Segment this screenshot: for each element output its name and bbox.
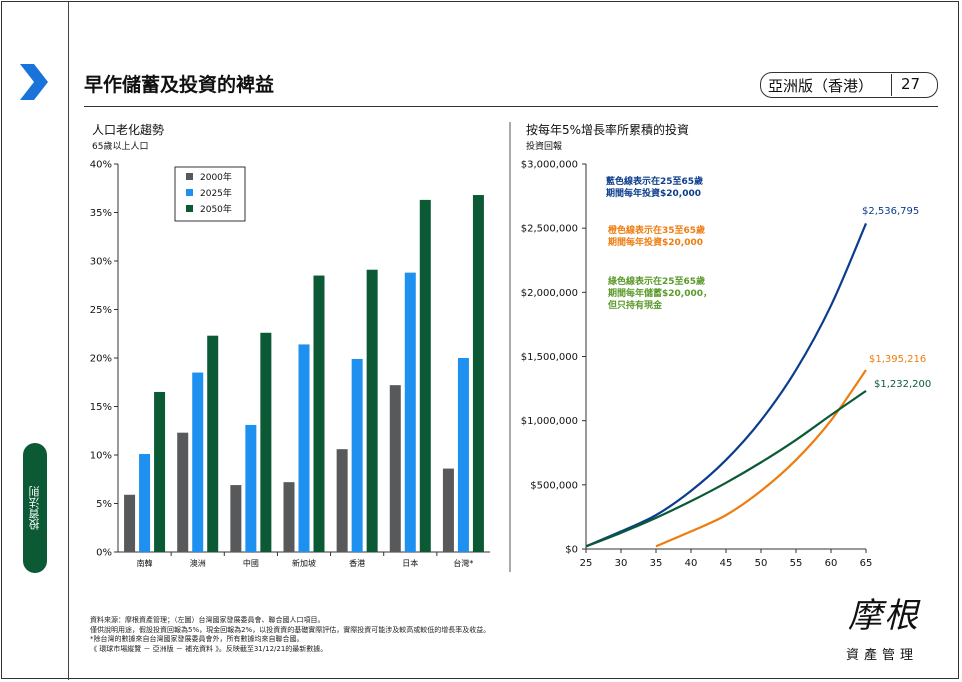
- title-divider: [84, 106, 938, 107]
- line-annotation: 綠色線表示在25至65歲: [608, 275, 705, 287]
- line-x-tick-label: 45: [720, 558, 733, 569]
- bar-y-tick-label: 35%: [90, 208, 112, 219]
- footnote-line: 《 環球市場縱覽 － 亞洲版 － 補充資料 》。反映截至31/12/21的最新數…: [90, 644, 328, 653]
- line-series: [655, 369, 867, 548]
- bar-x-tick-label: 中國: [243, 558, 259, 568]
- region-divider: [891, 74, 892, 96]
- bar: [177, 432, 189, 552]
- bar-y-tick-label: 10%: [90, 451, 112, 462]
- line-x-tick-label: 30: [615, 558, 628, 569]
- bar-y-tick-label: 15%: [90, 402, 112, 413]
- footnote-line: 資料來源：摩根資產管理；（左圖）台灣國家發展委員會、聯合國人口項目。: [90, 616, 325, 624]
- line-y-tick-label: $0: [565, 545, 578, 556]
- line-x-tick-label: 40: [685, 558, 698, 569]
- bar-legend-swatch: [186, 205, 193, 212]
- bar: [472, 195, 484, 553]
- bar-legend-label: 2025年: [200, 187, 232, 199]
- bar-x-tick-label: 南韓: [137, 558, 153, 568]
- bar-x-tick-label: 台灣*: [453, 558, 473, 568]
- line-annotation: 期間每年投資$20,000: [608, 236, 703, 248]
- bar: [419, 199, 431, 552]
- line-y-tick-label: $3,000,000: [521, 160, 578, 171]
- line-y-tick-label: $500,000: [530, 480, 578, 491]
- footnote-line: *除台灣的數據來自台灣國家發展委員會外，所有數據均來自聯合國。: [90, 635, 304, 643]
- line-chart-title: 按每年5%增長率所累積的投資: [526, 123, 690, 137]
- bar: [336, 449, 348, 552]
- bar-legend-swatch: [186, 173, 193, 180]
- bar: [389, 385, 401, 552]
- bar: [230, 485, 242, 552]
- side-tab[interactable]: 投資法則: [23, 443, 47, 573]
- bar-x-tick-label: 新加坡: [292, 558, 316, 568]
- line-annotation: 但只持有現金: [607, 299, 663, 311]
- line-x-tick-label: 25: [580, 558, 593, 569]
- bar: [404, 272, 416, 552]
- line-annotation: 期間每年投資$20,000: [606, 187, 701, 199]
- bar: [192, 372, 204, 552]
- bar-y-tick-label: 30%: [90, 257, 112, 268]
- company-logo-subtitle: 資產管理: [846, 648, 919, 663]
- line-y-tick-label: $2,500,000: [521, 224, 578, 235]
- bar: [457, 358, 469, 552]
- chevron-right-icon: [20, 64, 48, 100]
- bar-chart-subtitle: 65歲以上人口: [92, 142, 149, 152]
- sidebar-divider: [68, 2, 69, 680]
- line-series: [585, 223, 868, 548]
- bar-x-tick-label: 香港: [349, 558, 365, 568]
- line-x-tick-label: 55: [790, 558, 803, 569]
- line-series: [585, 389, 867, 548]
- region-label: 亞洲版（香港）: [768, 77, 874, 95]
- line-annotation: 橙色線表示在35至65歲: [608, 224, 705, 236]
- bar-legend-label: 2050年: [200, 203, 232, 215]
- bar-y-tick-label: 40%: [90, 160, 112, 171]
- bar-chart-title: 人口老化趨勢: [92, 123, 165, 137]
- line-y-tick-label: $1,000,000: [521, 416, 578, 427]
- line-end-label: $1,232,200: [874, 379, 931, 390]
- line-y-tick-label: $2,000,000: [521, 288, 578, 299]
- bar: [313, 275, 325, 552]
- line-x-tick-label: 50: [755, 558, 768, 569]
- bar-x-tick-label: 日本: [402, 558, 418, 568]
- line-chart-subtitle: 投資回報: [526, 142, 563, 152]
- bar-legend-swatch: [186, 189, 193, 196]
- company-logo: 摩根: [848, 596, 920, 636]
- bar: [366, 269, 378, 552]
- bar-y-tick-label: 0%: [96, 548, 112, 559]
- line-end-label: $1,395,216: [869, 354, 926, 365]
- bar: [139, 454, 151, 552]
- line-x-tick-label: 60: [825, 558, 838, 569]
- bar-legend-label: 2000年: [200, 171, 232, 183]
- bar-y-tick-label: 5%: [96, 499, 112, 510]
- line-x-tick-label: 65: [860, 558, 873, 569]
- line-x-tick-label: 35: [650, 558, 663, 569]
- bar-x-tick-label: 澳洲: [190, 558, 206, 568]
- bar: [245, 424, 257, 552]
- region-badge: [760, 72, 938, 98]
- bar: [154, 391, 166, 552]
- footnotes: 資料來源：摩根資產管理；（左圖）台灣國家發展委員會、聯合國人口項目。 僅供說明用…: [90, 616, 490, 654]
- line-end-label: $2,536,795: [862, 206, 919, 217]
- bar: [124, 494, 136, 552]
- line-annotation: 期間每年儲蓄$20,000，: [608, 287, 712, 299]
- bar-y-tick-label: 25%: [90, 305, 112, 316]
- bar: [298, 344, 310, 552]
- page-title: 早作儲蓄及投資的裨益: [84, 74, 275, 96]
- line-annotation: 藍色線表示在25至65歲: [606, 175, 703, 187]
- footnote-line: 僅供說明用途，假設投資回報為5%，現金回報為2%，以投資資的基礎實際評估，實際投…: [90, 625, 491, 634]
- bar: [442, 468, 454, 552]
- bar: [207, 335, 219, 552]
- bar: [260, 332, 272, 552]
- line-y-tick-label: $1,500,000: [521, 352, 578, 363]
- bar: [283, 482, 295, 552]
- bar-y-tick-label: 20%: [90, 354, 112, 365]
- bar: [351, 358, 363, 552]
- page-number: 27: [901, 75, 921, 93]
